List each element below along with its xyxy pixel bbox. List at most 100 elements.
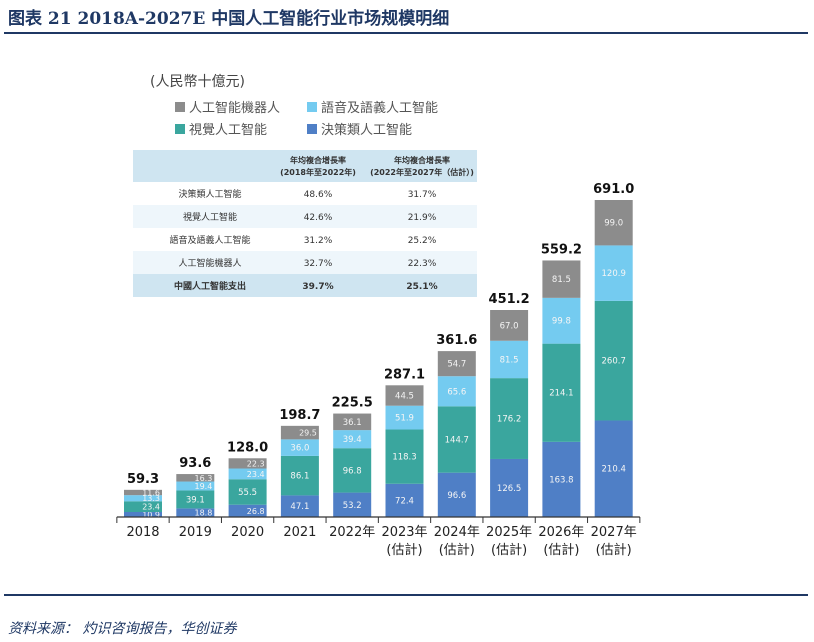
- bar-segment: [176, 490, 215, 509]
- page-title: 图表 21 2018A-2027E 中国人工智能行业市场规模明细: [8, 9, 450, 29]
- segment-value-label: 29.5: [299, 429, 317, 438]
- bar-segment: [542, 343, 581, 442]
- x-tick-label: 2023年: [381, 525, 427, 540]
- source-note: 资料来源： 灼识咨询报告，华创证券: [8, 621, 237, 637]
- bar-segment: [437, 406, 476, 473]
- x-tick-sublabel: (估計): [491, 542, 527, 558]
- cagr-row-value-2022-2027: 31.7%: [408, 190, 437, 200]
- bar-segment: [124, 511, 162, 517]
- bar-segment: [437, 351, 476, 377]
- segment-value-label: 81.5: [500, 355, 519, 365]
- cagr-row-value-2018-2022: 31.2%: [304, 236, 333, 246]
- x-tick-sublabel: (估計): [439, 542, 475, 558]
- bar-total-label: 128.0: [227, 440, 268, 455]
- cagr-header-line1: 年均複合增長率: [394, 155, 450, 165]
- segment-value-label: 118.3: [392, 453, 416, 463]
- bar-segment: [490, 458, 529, 517]
- bar-total-label: 59.3: [127, 472, 159, 487]
- legend-label: 人工智能機器人: [189, 101, 280, 116]
- bar-segment: [594, 300, 633, 421]
- cagr-row-bg: [133, 274, 477, 297]
- bar-segment: [490, 310, 529, 341]
- unit-label: (人民幣十億元): [150, 74, 245, 90]
- bar-segment: [437, 472, 476, 517]
- title-rule: [4, 32, 808, 34]
- bar-segment: [333, 430, 372, 449]
- cagr-row-value-2022-2027: 25.1%: [406, 282, 437, 292]
- bar-segment: [124, 495, 162, 502]
- bar-segment: [333, 448, 372, 493]
- x-tick-label: 2027年: [591, 525, 637, 540]
- cagr-row-bg: [133, 251, 477, 274]
- segment-value-label: 81.5: [552, 275, 571, 285]
- segment-value-label: 36.1: [343, 418, 362, 428]
- bar-segment: [124, 501, 162, 512]
- segment-value-label: 144.7: [445, 435, 469, 445]
- segment-value-label: 16.3: [194, 474, 212, 483]
- bar-segment: [280, 439, 319, 456]
- segment-value-label: 260.7: [602, 357, 626, 367]
- segment-value-label: 26.8: [247, 507, 265, 516]
- bar-total-label: 287.1: [384, 367, 425, 382]
- bar-segment: [280, 425, 319, 440]
- x-tick-label: 2018: [126, 525, 159, 540]
- segment-value-label: 163.8: [549, 475, 573, 485]
- x-tick-label: 2026年: [538, 525, 584, 540]
- cagr-row-label: 語音及語義人工智能: [169, 234, 250, 246]
- bar-segment: [594, 200, 633, 246]
- x-tick-label: 2021: [283, 525, 316, 540]
- footer-rule: [4, 594, 808, 596]
- cagr-header-line2: (2022年至2027年（估計）): [370, 167, 474, 177]
- segment-value-label: 120.9: [602, 269, 626, 279]
- legend-label: 語音及語義人工智能: [321, 100, 438, 116]
- legend-label: 視覺人工智能: [189, 123, 267, 138]
- x-tick-sublabel: (估計): [543, 542, 579, 558]
- bar-segment: [176, 508, 215, 517]
- bar-segment: [542, 297, 581, 344]
- bar-total-label: 691.0: [593, 182, 634, 197]
- segment-value-label: 22.3: [247, 459, 265, 468]
- x-tick-label: 2024年: [434, 525, 480, 540]
- cagr-row-label: 中國人工智能支出: [174, 280, 246, 292]
- bar-segment: [490, 340, 529, 379]
- legend-label: 決策類人工智能: [321, 122, 412, 138]
- bar-total-label: 198.7: [279, 408, 320, 423]
- segment-value-label: 96.6: [447, 491, 466, 501]
- x-tick-sublabel: (估計): [596, 542, 632, 558]
- bar-segment: [437, 376, 476, 407]
- legend-swatch: [175, 124, 185, 134]
- cagr-row-value-2018-2022: 32.7%: [304, 259, 333, 269]
- bar-segment: [385, 429, 424, 484]
- cagr-row-label: 視覺人工智能: [183, 211, 237, 223]
- segment-value-label: 126.5: [497, 484, 521, 494]
- cagr-header-line1: 年均複合增長率: [290, 155, 346, 165]
- segment-value-label: 99.8: [552, 317, 571, 327]
- segment-value-label: 10.9: [142, 510, 160, 519]
- cagr-row-bg: [133, 205, 477, 228]
- cagr-row-value-2018-2022: 42.6%: [304, 213, 333, 223]
- segment-value-label: 11.6: [142, 489, 160, 498]
- segment-value-label: 53.2: [343, 501, 362, 511]
- segment-value-label: 13.3: [142, 494, 160, 503]
- segment-value-label: 210.4: [602, 465, 626, 475]
- x-tick-label: 2022年: [329, 525, 375, 540]
- segment-value-label: 72.4: [395, 496, 414, 506]
- segment-value-label: 96.8: [343, 466, 362, 476]
- segment-value-label: 39.4: [343, 435, 362, 445]
- bar-segment: [385, 385, 424, 406]
- x-tick-sublabel: (估計): [386, 542, 422, 558]
- bar-segment: [594, 420, 633, 517]
- bar-segment: [594, 245, 633, 301]
- legend-swatch: [175, 102, 185, 112]
- bar-segment: [542, 441, 581, 517]
- segment-value-label: 65.6: [447, 387, 466, 397]
- segment-value-label: 214.1: [549, 389, 573, 399]
- segment-value-label: 36.0: [290, 444, 309, 454]
- bar-total-label: 225.5: [332, 396, 373, 411]
- x-tick-label: 2025年: [486, 525, 532, 540]
- segment-value-label: 176.2: [497, 415, 521, 425]
- cagr-row-label: 人工智能機器人: [178, 257, 241, 269]
- legend-swatch: [307, 102, 317, 112]
- segment-value-label: 99.0: [604, 219, 623, 229]
